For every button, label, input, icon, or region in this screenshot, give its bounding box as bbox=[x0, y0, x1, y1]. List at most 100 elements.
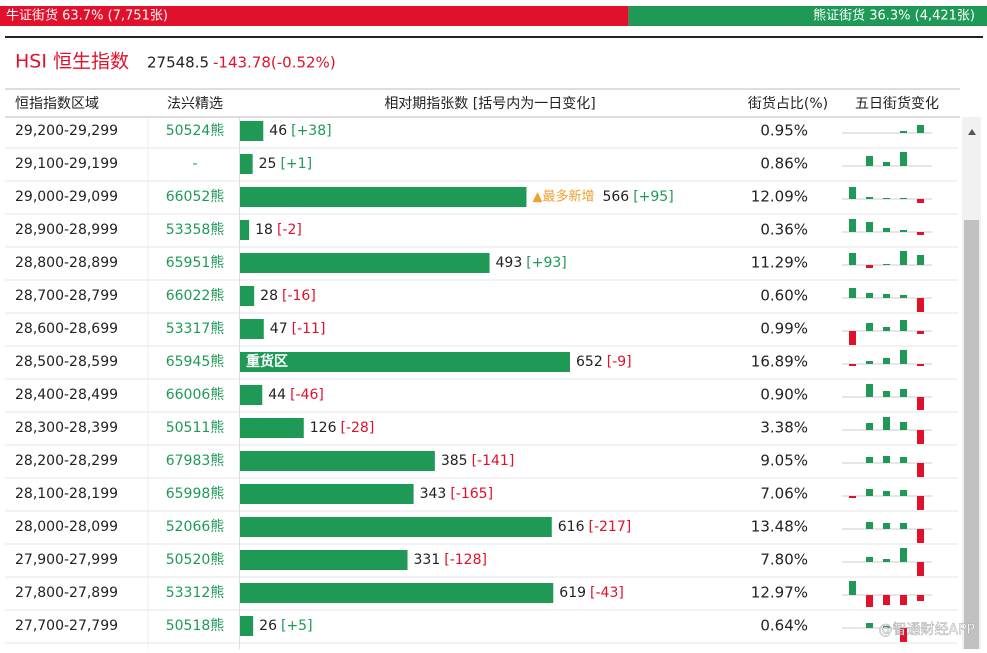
range: 27,900-27,999 bbox=[15, 552, 118, 568]
pick: 52066熊 bbox=[166, 519, 225, 535]
mini-bar bbox=[883, 228, 890, 232]
pick: 50524熊 bbox=[166, 123, 225, 139]
mini-bar bbox=[866, 522, 873, 529]
count: 652 bbox=[576, 354, 603, 370]
pick: 53317熊 bbox=[166, 321, 225, 337]
mini-bar bbox=[866, 361, 873, 364]
change: [-128] bbox=[444, 552, 487, 568]
range: 28,100-28,199 bbox=[15, 486, 118, 502]
count-bar bbox=[240, 187, 527, 207]
pick: 65998熊 bbox=[166, 486, 225, 502]
count: 566 bbox=[602, 189, 629, 205]
bear-bar bbox=[628, 6, 987, 26]
share: 12.09% bbox=[751, 188, 808, 206]
mini-bar bbox=[849, 331, 856, 345]
mini-bar bbox=[883, 327, 890, 331]
bear-label: 熊证街货 36.3% (4,421张) bbox=[813, 8, 975, 24]
count: 18 bbox=[255, 222, 273, 238]
mini-bar bbox=[900, 198, 907, 199]
count-bar bbox=[240, 616, 254, 636]
mini-bar bbox=[883, 294, 890, 298]
count-bar bbox=[240, 253, 490, 273]
mini-bar bbox=[866, 156, 873, 166]
count: 616 bbox=[558, 519, 585, 535]
mini-bar bbox=[849, 364, 856, 366]
mini-bar bbox=[900, 320, 907, 331]
mini-bar bbox=[866, 457, 873, 463]
count: 25 bbox=[259, 156, 277, 172]
mini-bar bbox=[866, 557, 873, 562]
column-header: 恒指指数区域 bbox=[15, 96, 99, 112]
share: 0.64% bbox=[760, 617, 808, 635]
range: 28,300-28,399 bbox=[15, 420, 118, 436]
count: 619 bbox=[559, 585, 586, 601]
mini-bar bbox=[866, 265, 873, 268]
mini-bar bbox=[849, 581, 856, 595]
column-header: 法兴精选 bbox=[167, 96, 223, 112]
count-bar bbox=[240, 220, 250, 240]
count-bar bbox=[240, 418, 304, 438]
watermark: @智通财经APP bbox=[879, 622, 975, 638]
change: [+93] bbox=[526, 255, 566, 271]
count: 44 bbox=[268, 387, 286, 403]
mini-bar bbox=[917, 595, 924, 601]
index-change: -143.78(-0.52%) bbox=[213, 54, 336, 72]
mini-bar bbox=[917, 397, 924, 410]
mini-bar bbox=[866, 423, 873, 430]
share: 0.36% bbox=[760, 221, 808, 239]
count: 26 bbox=[259, 618, 277, 634]
mini-bar bbox=[917, 496, 924, 510]
range: 29,100-29,199 bbox=[15, 156, 118, 172]
mini-bar bbox=[849, 253, 856, 265]
share: 0.86% bbox=[760, 155, 808, 173]
bull-label: 牛证街货 63.7% (7,751张) bbox=[6, 8, 168, 24]
share: 7.80% bbox=[760, 551, 808, 569]
range: 28,900-28,999 bbox=[15, 222, 118, 238]
count-bar bbox=[240, 550, 408, 570]
pick: - bbox=[192, 156, 197, 172]
bull-bar bbox=[0, 6, 629, 26]
share: 0.60% bbox=[760, 287, 808, 305]
count: 343 bbox=[420, 486, 447, 502]
change: [+38] bbox=[291, 123, 331, 139]
scroll-up-arrow[interactable] bbox=[968, 129, 976, 135]
mini-bar bbox=[900, 490, 907, 496]
count: 46 bbox=[269, 123, 287, 139]
mini-bar bbox=[883, 595, 890, 605]
pick: 66052熊 bbox=[166, 189, 225, 205]
mini-bar bbox=[900, 152, 907, 166]
pick: 65951熊 bbox=[166, 255, 225, 271]
note: ▲最多新增 bbox=[532, 189, 594, 205]
share: 12.97% bbox=[751, 584, 808, 602]
pick: 67983熊 bbox=[166, 453, 225, 469]
mini-bar bbox=[900, 131, 907, 133]
mini-bar bbox=[883, 264, 890, 265]
change: [-28] bbox=[341, 420, 375, 436]
mini-bar bbox=[900, 295, 907, 298]
mini-bar bbox=[917, 463, 924, 477]
range: 28,700-28,799 bbox=[15, 288, 118, 304]
count-bar bbox=[240, 319, 264, 339]
mini-bar bbox=[900, 422, 907, 430]
change: [-2] bbox=[277, 222, 302, 238]
mini-bar bbox=[900, 389, 907, 397]
range: 27,700-27,799 bbox=[15, 618, 118, 634]
mini-bar bbox=[883, 456, 890, 463]
change: [-11] bbox=[292, 321, 326, 337]
count: 28 bbox=[260, 288, 278, 304]
mini-bar bbox=[900, 230, 907, 232]
mini-bar bbox=[917, 430, 924, 444]
column-header: 街货占比(%) bbox=[748, 95, 828, 112]
share: 0.90% bbox=[760, 386, 808, 404]
mini-bar bbox=[900, 251, 907, 265]
change: [-217] bbox=[589, 519, 632, 535]
mini-bar bbox=[917, 331, 924, 334]
mini-bar bbox=[917, 255, 924, 265]
count-bar bbox=[240, 352, 570, 372]
range: 28,800-28,899 bbox=[15, 255, 118, 271]
scrollbar-thumb[interactable] bbox=[964, 220, 979, 649]
count-bar bbox=[240, 451, 435, 471]
mini-bar bbox=[917, 529, 924, 543]
mini-bar bbox=[866, 595, 873, 607]
